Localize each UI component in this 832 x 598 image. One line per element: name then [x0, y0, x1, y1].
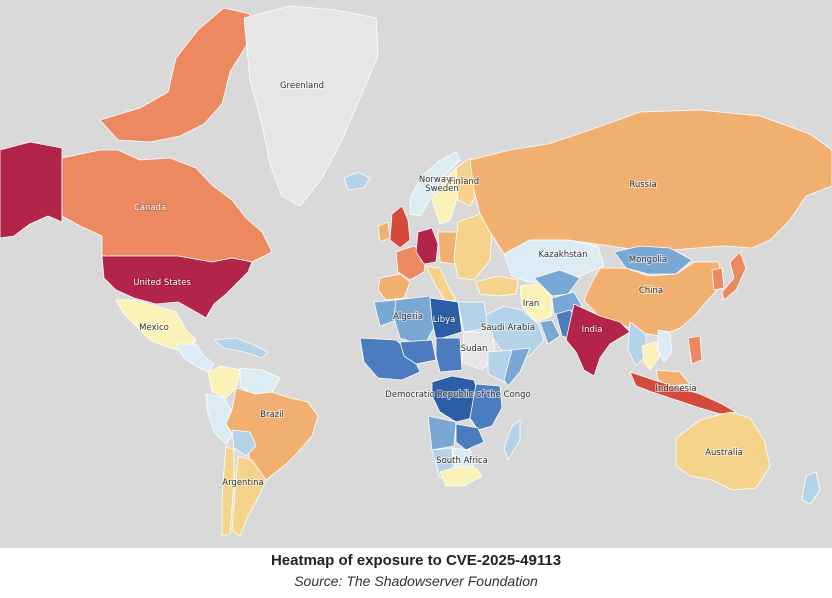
region-kazakhstan	[503, 239, 605, 285]
region-south-africa	[439, 465, 483, 487]
region-egypt	[457, 301, 489, 333]
region-bolivia	[231, 429, 257, 457]
region-zambia	[455, 423, 485, 451]
country-regions	[0, 5, 832, 537]
label-india: India	[582, 325, 603, 335]
label-norway: Norway	[419, 175, 451, 185]
label-saudi-arabia: Saudi Arabia	[481, 323, 535, 333]
region-chad	[435, 337, 463, 373]
label-kazakhstan: Kazakhstan	[539, 250, 588, 260]
region-korea	[711, 267, 725, 291]
map-caption: Heatmap of exposure to CVE-2025-49113 So…	[0, 548, 832, 598]
region-gulf-states	[539, 319, 561, 345]
region-philippines	[687, 335, 703, 365]
region-ireland	[377, 221, 391, 243]
label-canada: Canada	[134, 203, 166, 213]
region-united-states	[101, 255, 253, 319]
region-venezuela	[239, 367, 281, 395]
region-saudi-arabia	[483, 305, 545, 361]
label-libya: Libya	[433, 315, 456, 325]
region-botswana	[451, 447, 475, 471]
region-malaysia	[655, 369, 691, 387]
region-caribbean	[213, 337, 269, 359]
label-china: China	[639, 286, 663, 296]
region-india	[565, 303, 631, 377]
region-chile	[221, 445, 235, 537]
label-sudan: Sudan	[461, 344, 488, 354]
label-mongolia: Mongolia	[629, 255, 667, 265]
label-sweden: Sweden	[425, 184, 459, 194]
label-argentina: Argentina	[222, 478, 263, 488]
region-libya	[429, 297, 463, 341]
region-peru	[205, 393, 237, 445]
region-iceland	[343, 171, 371, 191]
region-turkey	[475, 275, 519, 297]
country-labels: Greenland Canada United States Mexico Brazil…	[132, 80, 744, 489]
region-united-kingdom	[389, 205, 411, 249]
label-russia: Russia	[629, 180, 656, 190]
label-indonesia: Indonesia	[655, 384, 696, 394]
label-mexico: Mexico	[139, 323, 169, 333]
region-southeast-asia	[627, 321, 647, 367]
label-finland: Finland	[449, 177, 479, 187]
region-thailand	[641, 341, 661, 371]
region-spain	[377, 273, 411, 301]
region-canada	[61, 149, 273, 263]
region-japan	[721, 251, 747, 301]
region-brazil	[225, 387, 319, 481]
region-angola	[427, 415, 457, 451]
region-central-america	[175, 343, 215, 373]
label-south-africa: South Africa	[436, 456, 488, 466]
region-china	[583, 261, 725, 337]
region-canadian-arctic	[99, 7, 251, 143]
label-brazil: Brazil	[260, 410, 284, 420]
region-somalia	[503, 347, 531, 387]
region-australia	[675, 411, 771, 491]
region-alaska	[0, 141, 63, 239]
region-new-zealand	[801, 471, 821, 505]
region-argentina	[231, 455, 267, 537]
region-norway	[409, 151, 461, 217]
region-italy	[425, 265, 457, 303]
label-iran: Iran	[523, 299, 540, 309]
region-central-asia	[533, 269, 581, 297]
region-germany	[415, 227, 439, 265]
region-niger	[399, 339, 437, 365]
caption-source: Source: The Shadowserver Foundation	[294, 573, 538, 589]
label-algeria: Algeria	[393, 312, 423, 322]
world-map-svg: Greenland Canada United States Mexico Brazil…	[0, 5, 832, 537]
region-madagascar	[503, 419, 521, 461]
region-vietnam	[657, 329, 673, 363]
label-greenland: Greenland	[280, 81, 324, 91]
caption-title: Heatmap of exposure to CVE-2025-49113	[270, 552, 562, 569]
label-democratic-republic-of-the-congo: Democratic Republic of the Congo	[385, 390, 530, 400]
region-east-africa	[469, 383, 503, 431]
label-australia: Australia	[705, 448, 743, 458]
region-greenland	[243, 5, 379, 207]
label-united-states: United States	[133, 278, 191, 288]
world-heatmap: Greenland Canada United States Mexico Brazil…	[0, 0, 832, 548]
